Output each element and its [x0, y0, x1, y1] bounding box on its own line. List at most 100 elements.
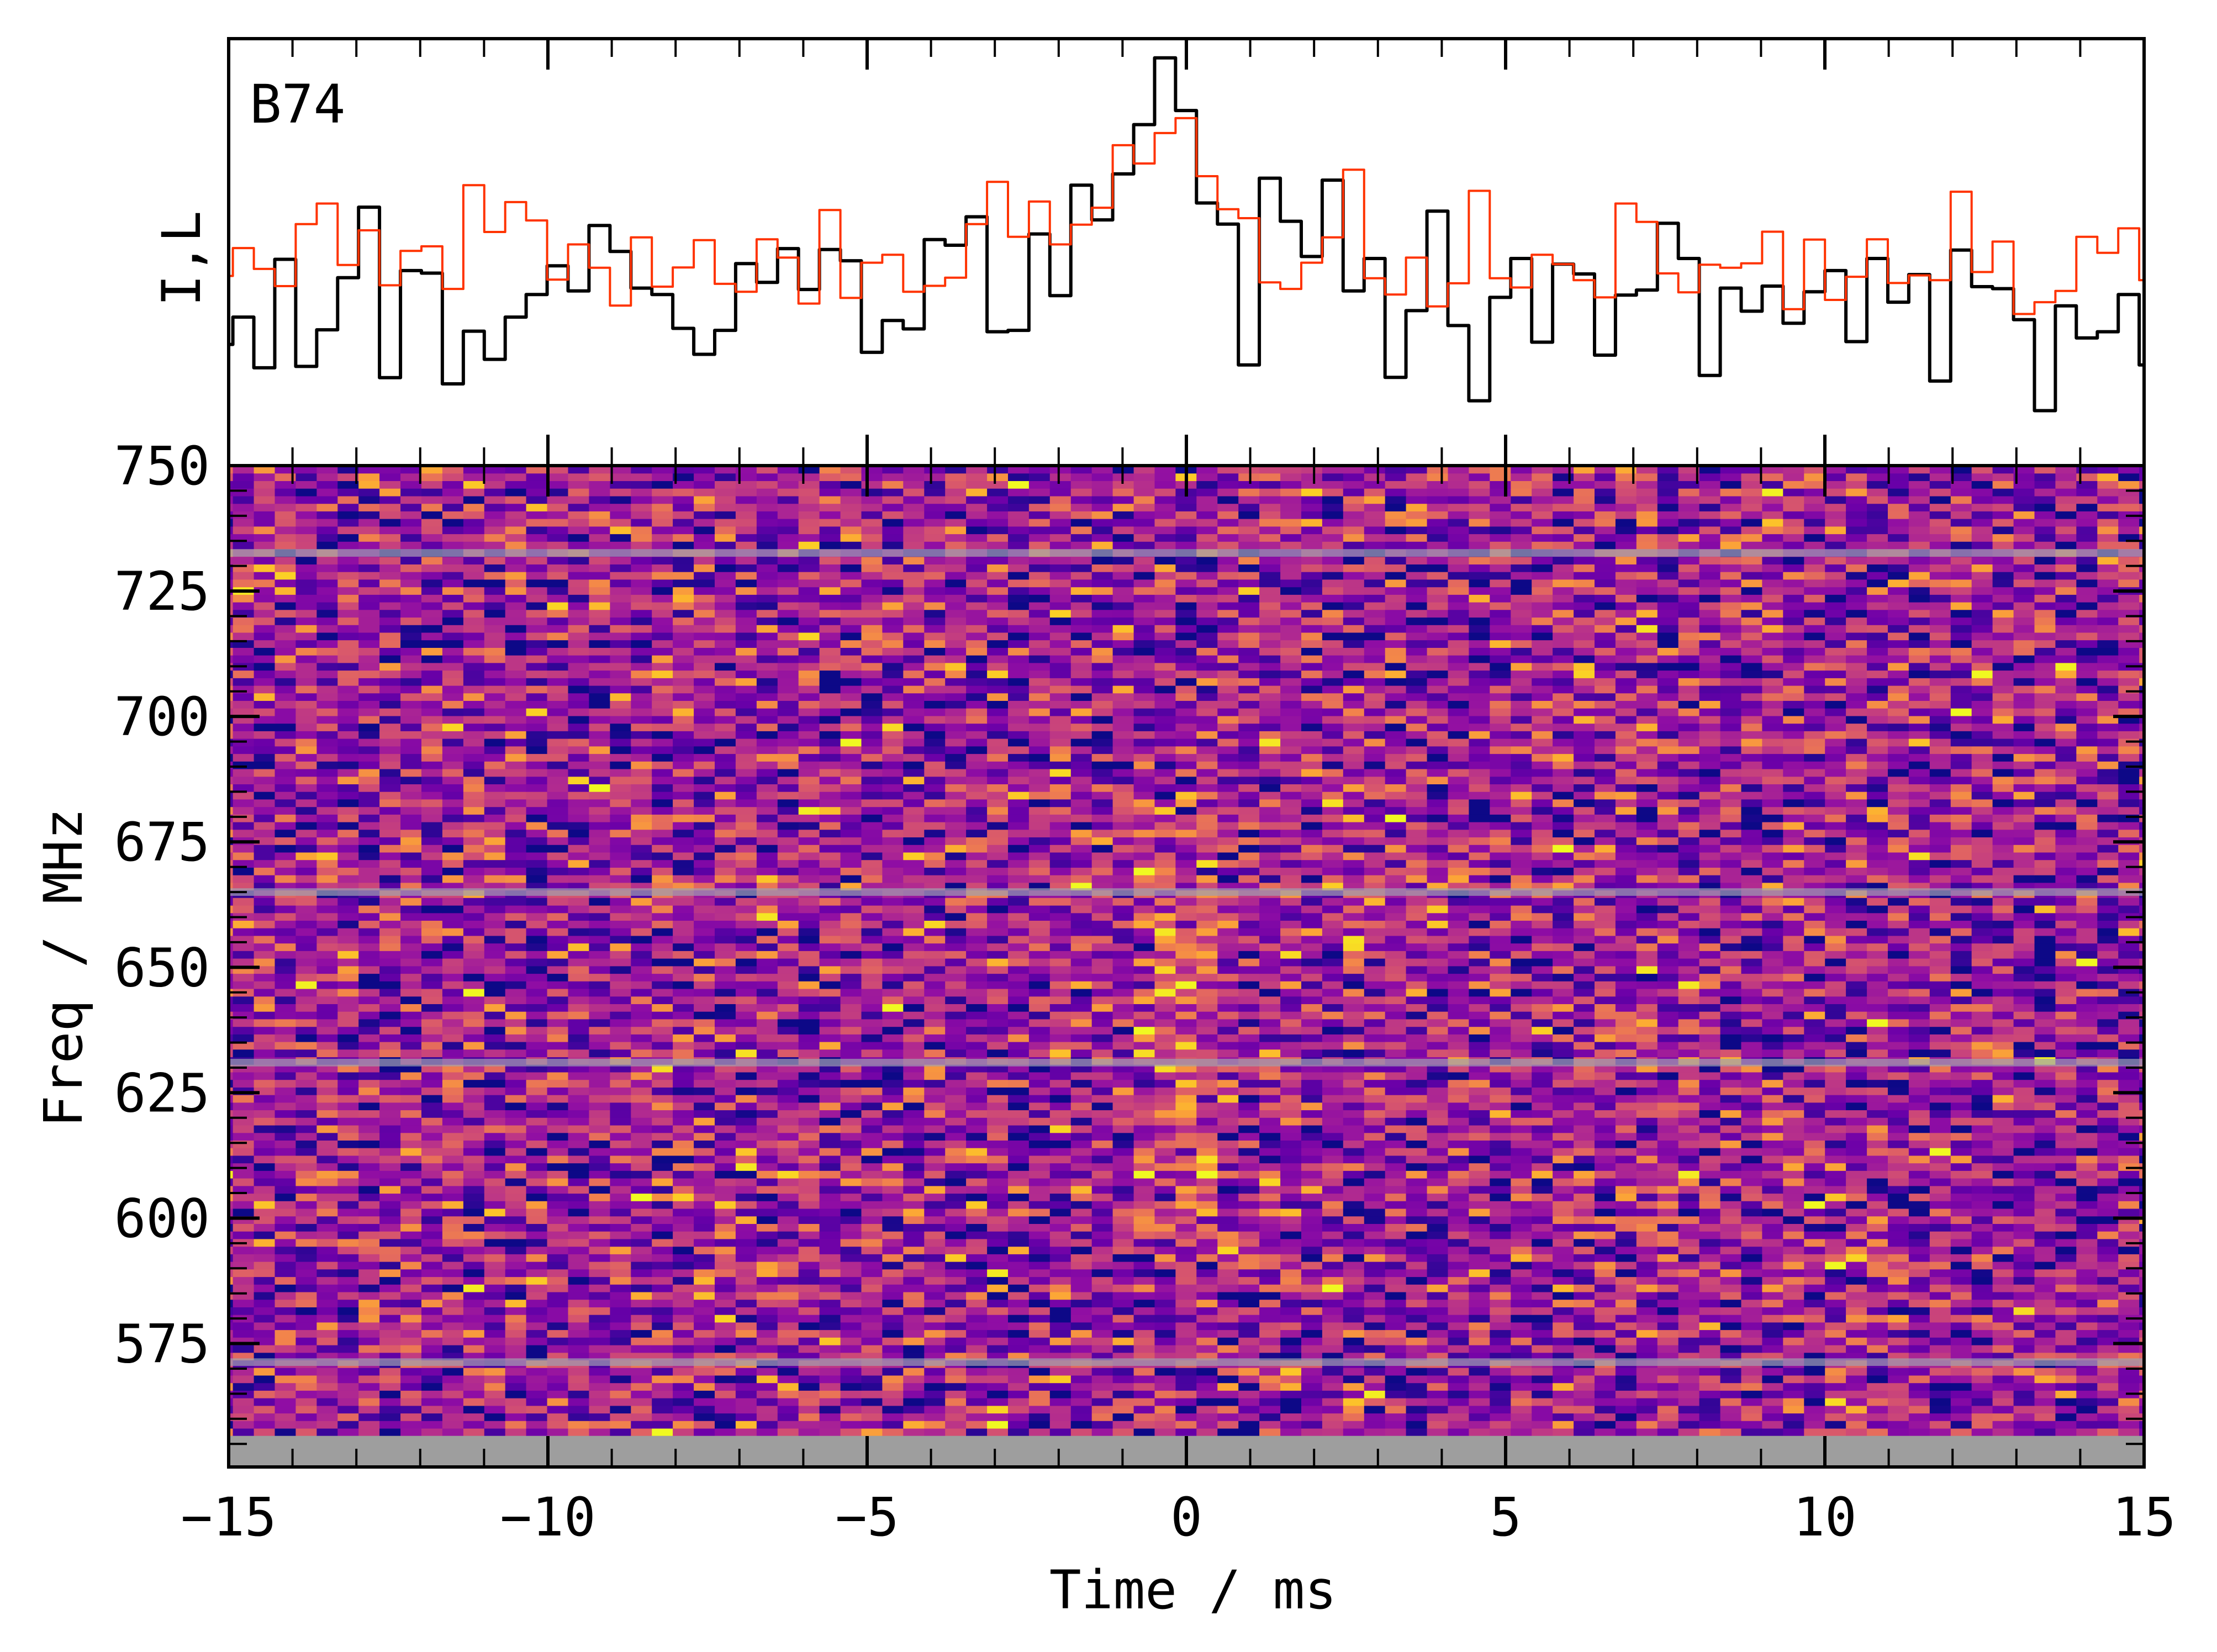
- heatmap-cell: [1196, 1132, 1218, 1141]
- heatmap-cell: [1762, 1117, 1783, 1126]
- heatmap-cell: [987, 1178, 1009, 1186]
- heatmap-cell: [1678, 1368, 1700, 1376]
- heatmap-cell: [1888, 1064, 1909, 1073]
- heatmap-cell: [1490, 1329, 1511, 1338]
- heatmap-cell: [945, 1329, 967, 1338]
- heatmap-cell: [1950, 1345, 1972, 1353]
- heatmap-cell: [1950, 1208, 1972, 1217]
- heatmap-cell: [1091, 1208, 1113, 1217]
- heatmap-cell: [1217, 1034, 1239, 1042]
- heatmap-cell: [840, 1375, 862, 1384]
- heatmap-cell: [254, 1421, 276, 1429]
- heatmap-cell: [1511, 1148, 1532, 1156]
- heatmap-cell: [1196, 1223, 1218, 1232]
- heatmap-cell: [1636, 1322, 1658, 1331]
- heatmap-cell: [756, 1284, 778, 1292]
- heatmap-cell: [2076, 1322, 2098, 1331]
- heatmap-cell: [1657, 1382, 1679, 1391]
- heatmap-cell: [379, 1398, 401, 1406]
- heatmap-cell: [2076, 1405, 2098, 1414]
- heatmap-cell: [568, 1125, 589, 1133]
- heatmap-cell: [337, 1170, 359, 1179]
- heatmap-cell: [275, 1079, 296, 1088]
- heatmap-cell: [1070, 1231, 1092, 1239]
- heatmap-cell: [1385, 1390, 1407, 1398]
- heatmap-cell: [1427, 1087, 1449, 1095]
- heatmap-cell: [1049, 1421, 1071, 1429]
- heatmap-cell: [421, 1382, 443, 1391]
- heatmap-cell: [275, 1110, 296, 1118]
- heatmap-cell: [1615, 1254, 1637, 1262]
- heatmap-cell: [1427, 1262, 1449, 1270]
- heatmap-cell: [1908, 1072, 1930, 1080]
- heatmap-cell: [589, 1034, 610, 1042]
- heatmap-cell: [379, 1201, 401, 1209]
- heatmap-cell: [631, 1329, 652, 1338]
- heatmap-cell: [1217, 1216, 1239, 1224]
- heatmap-cell: [715, 1291, 736, 1300]
- heatmap-cell: [1008, 1345, 1030, 1353]
- heatmap-cell: [337, 1201, 359, 1209]
- heatmap-cell: [1720, 1284, 1742, 1292]
- heatmap-cell: [1888, 1110, 1909, 1118]
- heatmap-cell: [484, 1193, 506, 1201]
- heatmap-cell: [1636, 1337, 1658, 1345]
- heatmap-cell: [1280, 1170, 1302, 1179]
- heatmap-cell: [1427, 1026, 1449, 1035]
- heatmap-cell: [882, 1178, 904, 1186]
- heatmap-cell: [1595, 1231, 1616, 1239]
- heatmap-cell: [1008, 1185, 1030, 1194]
- heatmap-cell: [1532, 1155, 1553, 1164]
- heatmap-cell: [694, 1026, 715, 1035]
- heatmap-cell: [987, 1262, 1009, 1270]
- heatmap-cell: [2139, 1405, 2145, 1414]
- heatmap-cell: [1783, 1269, 1804, 1278]
- heatmap-cell: [1511, 1223, 1532, 1232]
- heatmap-cell: [903, 1223, 925, 1232]
- heatmap-cell: [1049, 1185, 1071, 1194]
- heatmap-cell: [316, 1254, 338, 1262]
- heatmap-cell: [966, 1231, 988, 1239]
- heatmap-cell: [610, 1254, 631, 1262]
- heatmap-cell: [2034, 1079, 2056, 1088]
- heatmap-cell: [421, 1345, 443, 1353]
- heatmap-cell: [1908, 1276, 1930, 1285]
- heatmap-cell: [861, 1216, 883, 1224]
- heatmap-cell: [903, 1299, 925, 1307]
- heatmap-cell: [840, 1329, 862, 1338]
- heatmap-cell: [295, 1238, 317, 1247]
- heatmap-cell: [1615, 1185, 1637, 1194]
- heatmap-cell: [1091, 1117, 1113, 1126]
- heatmap-cell: [1888, 1421, 1909, 1429]
- heatmap-cell: [1364, 1421, 1386, 1429]
- heatmap-cell: [1364, 1329, 1386, 1338]
- heatmap-cell: [568, 1170, 589, 1179]
- heatmap-cell: [421, 1337, 443, 1345]
- heatmap-cell: [254, 1315, 276, 1323]
- heatmap-cell: [1448, 1398, 1469, 1406]
- heatmap-cell: [1175, 1178, 1197, 1186]
- heatmap-cell: [337, 1390, 359, 1398]
- heatmap-cell: [882, 1421, 904, 1429]
- heatmap-cell: [2139, 1201, 2145, 1209]
- heatmap-cell: [924, 1246, 946, 1254]
- heatmap-cell: [882, 1026, 904, 1035]
- heatmap-cell: [652, 1307, 673, 1315]
- heatmap-cell: [945, 1291, 967, 1300]
- heatmap-cell: [589, 1049, 610, 1058]
- heatmap-cell: [1259, 1390, 1281, 1398]
- heatmap-cell: [229, 1269, 234, 1278]
- heatmap-cell: [1950, 1375, 1972, 1384]
- heatmap-cell: [1595, 1421, 1616, 1429]
- heatmap-cell: [2055, 1405, 2077, 1414]
- heatmap-cell: [1595, 1170, 1616, 1179]
- heatmap-cell: [337, 1413, 359, 1421]
- heatmap-cell: [715, 1132, 736, 1141]
- heatmap-cell: [2118, 1034, 2140, 1042]
- heatmap-cell: [1469, 1315, 1490, 1323]
- heatmap-cell: [673, 1269, 694, 1278]
- heatmap-cell: [1406, 1269, 1428, 1278]
- heatmap-cell: [589, 1185, 610, 1194]
- heatmap-cell: [1070, 1405, 1092, 1414]
- heatmap-cell: [1406, 1155, 1428, 1164]
